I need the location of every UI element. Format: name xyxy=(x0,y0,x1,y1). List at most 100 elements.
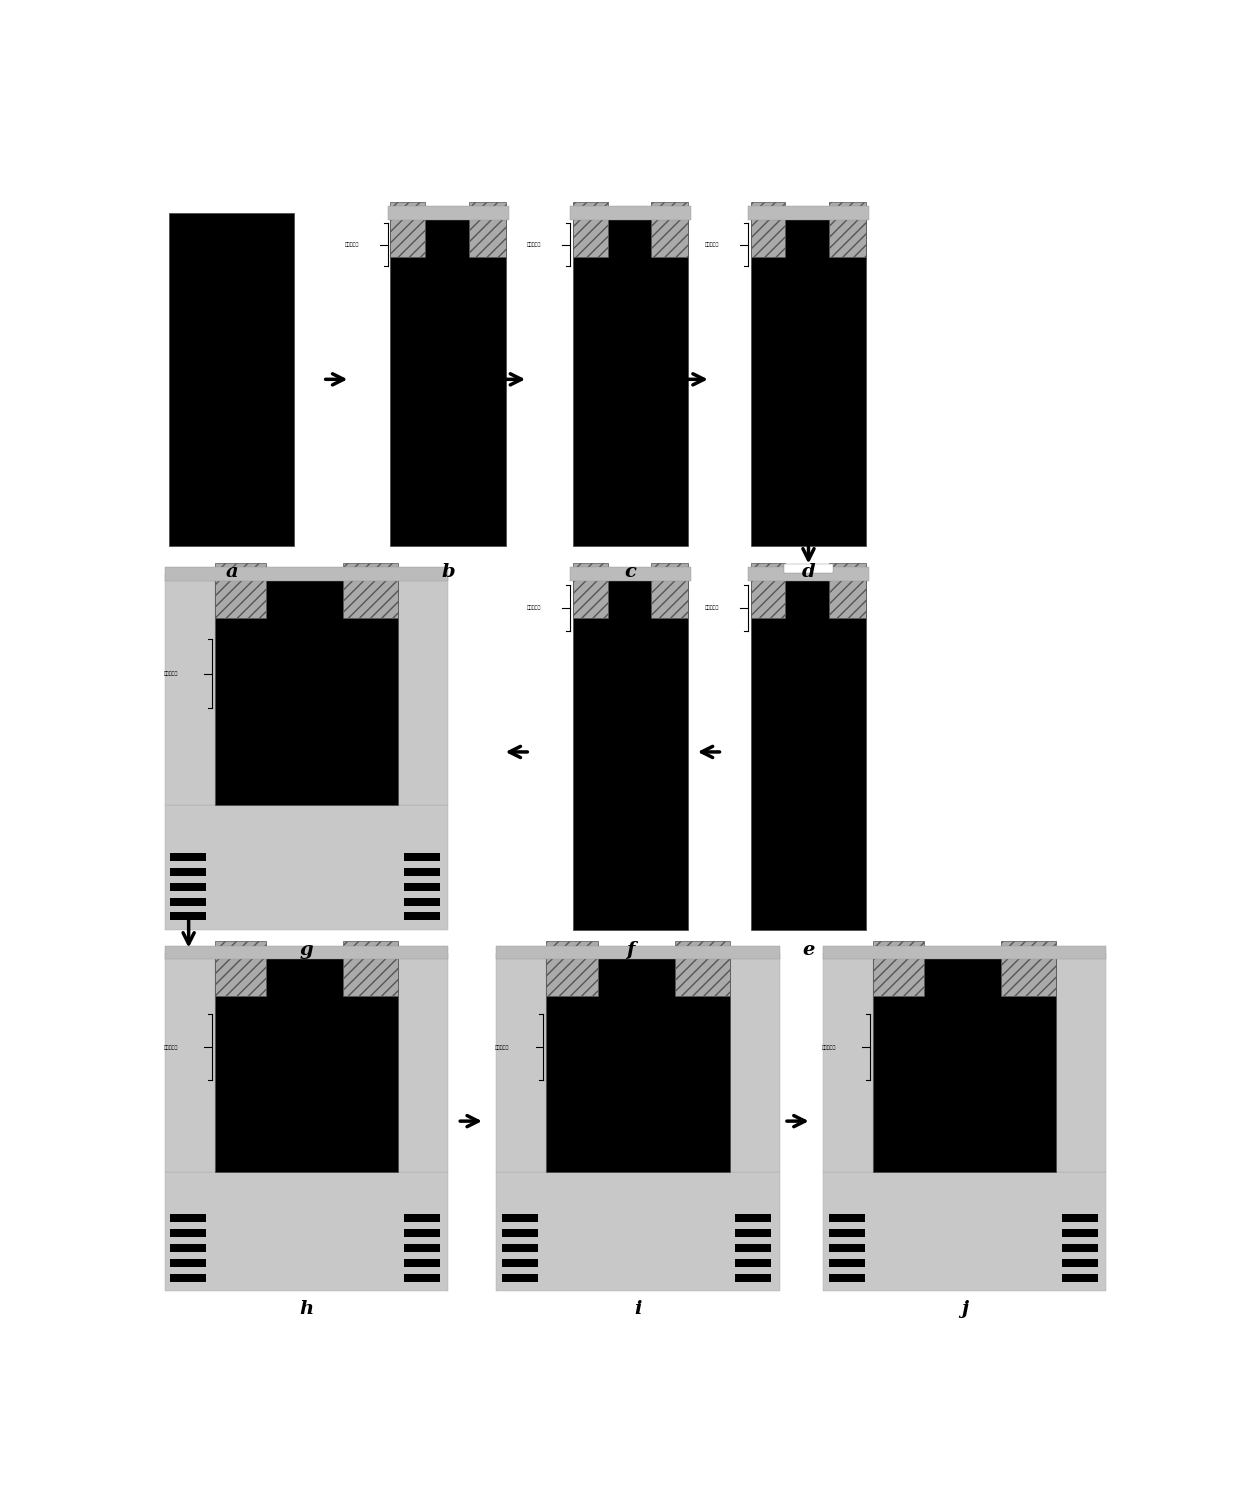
Bar xyxy=(1063,1243,1099,1252)
Text: 电源极栅极: 电源极栅极 xyxy=(527,606,542,610)
Bar xyxy=(751,563,785,618)
Bar xyxy=(675,941,729,996)
Bar xyxy=(1063,1273,1099,1282)
Text: d: d xyxy=(802,563,815,581)
Bar xyxy=(404,1214,440,1222)
Text: f: f xyxy=(626,941,635,959)
Bar xyxy=(404,1273,440,1282)
Bar xyxy=(343,563,398,618)
Bar xyxy=(651,563,688,618)
Bar xyxy=(828,1214,864,1222)
Bar xyxy=(165,1172,448,1291)
Bar xyxy=(404,898,440,905)
Bar xyxy=(170,1214,206,1222)
Bar xyxy=(828,1273,864,1282)
Bar xyxy=(170,853,206,861)
Bar xyxy=(343,941,398,996)
Bar xyxy=(828,1228,864,1237)
Bar xyxy=(391,201,425,256)
Text: g: g xyxy=(300,941,314,959)
Text: 电源极栅极: 电源极栅极 xyxy=(822,1045,836,1050)
Bar xyxy=(546,953,729,1172)
Bar xyxy=(873,953,1056,1172)
Text: 电源极栅极: 电源极栅极 xyxy=(704,606,719,610)
Bar xyxy=(404,1258,440,1267)
Bar xyxy=(404,1243,440,1252)
Bar xyxy=(215,563,265,618)
Text: 电源极栅极: 电源极栅极 xyxy=(164,1045,179,1050)
Bar xyxy=(215,941,265,996)
Text: i: i xyxy=(634,1300,641,1318)
Bar xyxy=(170,913,206,920)
Bar xyxy=(573,213,688,545)
Bar xyxy=(1063,1214,1099,1222)
Bar xyxy=(391,213,506,545)
Bar xyxy=(828,1258,864,1267)
Bar xyxy=(165,806,448,929)
Bar xyxy=(170,1258,206,1267)
Bar xyxy=(823,953,873,1172)
Bar xyxy=(823,1172,1106,1291)
Bar xyxy=(1002,941,1056,996)
Text: j: j xyxy=(961,1300,968,1318)
Bar xyxy=(165,567,448,581)
Bar xyxy=(651,201,688,256)
Bar xyxy=(404,913,440,920)
Bar xyxy=(404,868,440,876)
Bar xyxy=(735,1228,771,1237)
Bar xyxy=(170,868,206,876)
Bar xyxy=(1056,953,1106,1172)
Bar xyxy=(165,946,448,959)
Bar xyxy=(496,953,546,1172)
Text: 电源极栅极: 电源极栅极 xyxy=(345,243,358,247)
Bar xyxy=(496,1172,780,1291)
Bar xyxy=(398,575,448,806)
Bar xyxy=(502,1273,538,1282)
Bar xyxy=(165,575,215,806)
Bar xyxy=(748,567,869,581)
Bar xyxy=(735,1273,771,1282)
Bar xyxy=(215,575,398,806)
Bar xyxy=(873,941,924,996)
Bar xyxy=(496,946,780,959)
Bar xyxy=(388,205,508,220)
Bar xyxy=(502,1228,538,1237)
Bar xyxy=(830,201,866,256)
Text: 电源极栅极: 电源极栅极 xyxy=(704,243,719,247)
Bar xyxy=(735,1243,771,1252)
Bar xyxy=(748,205,869,220)
Text: h: h xyxy=(299,1300,314,1318)
Bar xyxy=(165,953,215,1172)
Bar xyxy=(573,201,608,256)
Text: c: c xyxy=(625,563,636,581)
Bar xyxy=(573,575,688,929)
Bar xyxy=(751,213,867,545)
Bar xyxy=(502,1214,538,1222)
Bar xyxy=(170,1228,206,1237)
Bar xyxy=(1063,1228,1099,1237)
Bar xyxy=(170,1243,206,1252)
Text: 电源极栅极: 电源极栅极 xyxy=(527,243,542,247)
Bar xyxy=(830,563,866,618)
Bar xyxy=(215,953,398,1172)
Bar xyxy=(404,853,440,861)
Bar xyxy=(751,201,785,256)
Bar xyxy=(170,213,294,545)
Bar xyxy=(729,953,780,1172)
Bar xyxy=(170,1273,206,1282)
Bar xyxy=(404,1228,440,1237)
Bar xyxy=(469,201,506,256)
Bar xyxy=(170,883,206,890)
Bar xyxy=(1063,1258,1099,1267)
Bar xyxy=(735,1214,771,1222)
Bar xyxy=(573,563,608,618)
Text: b: b xyxy=(441,563,455,581)
Bar xyxy=(751,575,867,929)
Bar xyxy=(502,1243,538,1252)
Text: 电源极栅极: 电源极栅极 xyxy=(495,1045,510,1050)
Bar xyxy=(398,953,448,1172)
Bar xyxy=(404,883,440,890)
Bar xyxy=(546,941,598,996)
Text: a: a xyxy=(226,563,238,581)
Text: 电源极栅极: 电源极栅极 xyxy=(164,672,179,676)
